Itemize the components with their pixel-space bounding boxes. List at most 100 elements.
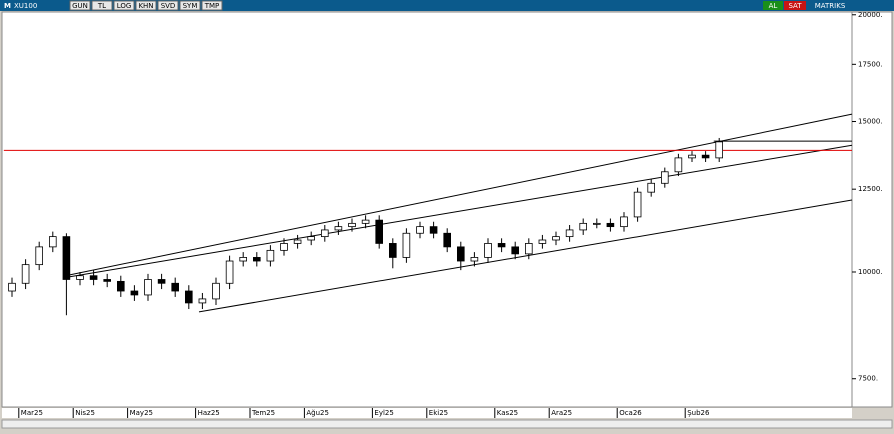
trend-line [69, 144, 853, 278]
toolbar-button-bg[interactable] [113, 0, 135, 11]
x-tick-label: Ara25 [551, 409, 572, 417]
candle-body [552, 236, 560, 241]
toolbar-button[interactable]: SVD [161, 2, 176, 10]
candle-body [334, 226, 343, 231]
buy-button[interactable]: AL [769, 2, 778, 10]
candle-body [171, 282, 180, 292]
candle-body [456, 246, 465, 262]
toolbar-button-bg[interactable] [69, 0, 91, 11]
candle-body [293, 239, 302, 244]
candle-body [484, 243, 492, 258]
x-tick-label: May25 [130, 409, 153, 417]
candle-body [252, 257, 261, 262]
candle-body [103, 279, 112, 282]
y-tick-label: 20000. [858, 11, 883, 19]
buy-bg[interactable] [763, 1, 783, 10]
brand: MATRIKS [815, 2, 846, 10]
symbol[interactable]: XU100 [14, 2, 37, 10]
toolbar-bg [0, 0, 894, 11]
candle-body [388, 243, 397, 258]
toolbar-button-bg[interactable] [91, 0, 113, 11]
candle-body [715, 141, 723, 159]
x-tick-label: Ağu25 [306, 409, 329, 417]
candle-body [144, 279, 152, 296]
toolbar-button-bg[interactable] [157, 0, 179, 11]
candle-body [225, 260, 234, 284]
x-tick-label: Eyl25 [374, 409, 393, 417]
candle-body [361, 219, 370, 224]
candle-body [470, 257, 479, 262]
candle-body [511, 246, 519, 255]
candle-body [688, 154, 696, 159]
candle-body [49, 236, 57, 248]
candle-body [538, 239, 547, 244]
y-tick-label: 10000. [858, 268, 883, 276]
candle-body [701, 154, 710, 159]
symbol-icon: M [4, 2, 11, 10]
candle-body [593, 222, 601, 225]
toolbar-button-bg[interactable] [201, 0, 223, 11]
candle-body [348, 222, 356, 228]
x-tick-label: Eki25 [429, 409, 448, 417]
y-tick-label: 17500. [858, 60, 883, 68]
x-tick-label: Oca26 [619, 409, 642, 417]
toolbar-button[interactable]: TL [97, 2, 106, 10]
toolbar-button-bg[interactable] [179, 0, 201, 11]
scrollbar[interactable] [1, 419, 893, 429]
candle-body [21, 264, 30, 284]
candle-body [320, 229, 329, 238]
toolbar-button[interactable]: KHN [138, 2, 153, 10]
y-tick-label: 7500. [858, 375, 878, 383]
sell-bg[interactable] [784, 1, 806, 10]
y-tick-label: 15000. [858, 118, 883, 126]
candle-body [402, 232, 411, 258]
toolbar-button[interactable]: SYM [183, 2, 198, 10]
candle-body [579, 222, 587, 231]
candle-body [280, 243, 288, 251]
toolbar-button[interactable]: GUN [72, 2, 88, 10]
candle-body [198, 298, 207, 304]
x-tick-label: Kas25 [497, 409, 518, 417]
toolbar-button[interactable]: TMP [204, 2, 220, 10]
candle-body [375, 219, 383, 244]
sell-button[interactable]: SAT [788, 2, 802, 10]
y-tick-label: 12500. [858, 185, 883, 193]
candle-body [212, 282, 220, 300]
candle-body [416, 226, 424, 234]
toolbar-button-bg[interactable] [135, 0, 157, 11]
candle-body [661, 171, 669, 184]
x-tick-label: Nis25 [75, 409, 95, 417]
candle-body [239, 257, 248, 262]
candle-body [429, 226, 438, 234]
candle-body [266, 249, 275, 262]
candle-body [89, 275, 98, 280]
toolbar-button[interactable]: LOG [117, 2, 132, 10]
x-tick-label: Tem25 [251, 409, 275, 417]
x-tick-label: Haz25 [198, 409, 220, 417]
candle-body [443, 232, 451, 248]
candle-body [130, 290, 139, 296]
candle-body [8, 282, 16, 292]
candle-body [307, 236, 315, 241]
candle-body [76, 275, 84, 280]
trend-line [198, 199, 853, 313]
candle-body [620, 216, 628, 228]
candle-body [606, 222, 615, 228]
candle-body [565, 229, 574, 238]
candle-body [647, 182, 655, 193]
axis-bg [851, 11, 893, 408]
candle-body [525, 243, 533, 255]
candle-body [674, 157, 683, 173]
candle-body [117, 280, 125, 292]
candle-body [184, 290, 193, 304]
x-tick-label: Şub26 [687, 409, 710, 417]
candle-body [497, 243, 506, 248]
candle-body [633, 191, 642, 218]
candle-body [157, 279, 166, 284]
candle-body [35, 246, 43, 266]
candle-body [62, 236, 71, 280]
plot-bg [1, 11, 853, 408]
x-tick-label: Mar25 [21, 409, 43, 417]
